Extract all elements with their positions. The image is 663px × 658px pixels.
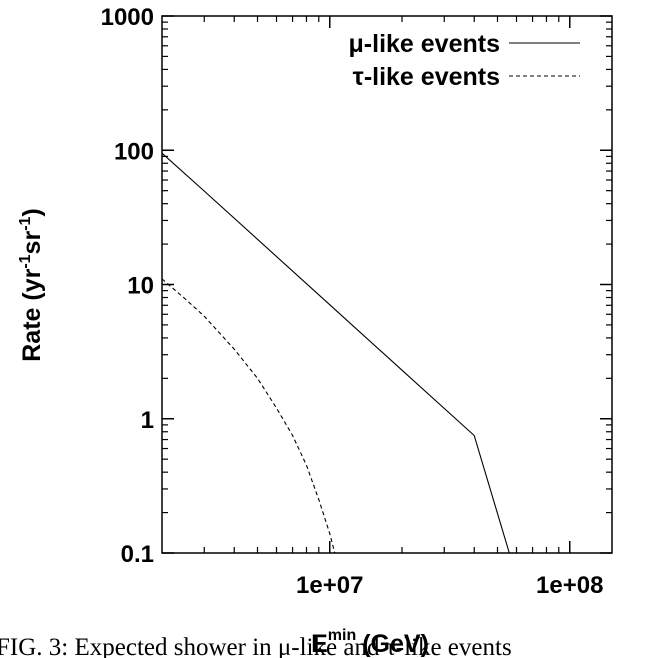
x-axis-label-unit: (GeV) <box>362 630 429 658</box>
y-tick-label: 100 <box>114 138 154 165</box>
x-axis-label-base: E <box>311 630 328 658</box>
y-tick-label: 1000 <box>101 4 154 31</box>
caption: FIG. 3: Expected shower in μ-like and τ-… <box>0 634 512 658</box>
plot-frame <box>161 15 613 554</box>
y-axis-label-main: Rate (yr <box>18 268 46 361</box>
y-axis-label-sup-2: -1 <box>17 216 34 230</box>
y-axis-label-sup-1: -1 <box>17 254 34 268</box>
y-tick-label: 1 <box>141 407 154 434</box>
x-axis-label: Emin (GeV) <box>311 627 429 658</box>
x-tick-label: 1e+07 <box>296 572 363 599</box>
mu-series-line <box>161 152 510 554</box>
x-axis-label-sup: min <box>328 627 356 644</box>
y-axis-label: Rate (yr-1sr-1) <box>17 208 46 362</box>
y-tick-label: 10 <box>127 273 154 300</box>
tau-series-line <box>161 278 336 554</box>
x-tick-labels: 1e+07 1e+08 <box>296 572 603 599</box>
legend-label: τ-like events <box>353 63 500 91</box>
series-lines <box>161 152 510 554</box>
y-axis-label-close: ) <box>18 208 46 216</box>
legend-label: μ-like events <box>349 30 500 58</box>
y-tick-labels: 0.1 1 10 100 1000 <box>101 4 154 568</box>
tick-marks <box>162 15 612 554</box>
y-tick-label: 0.1 <box>121 541 154 568</box>
legend: μ-like events τ-like events <box>349 30 580 91</box>
x-tick-label: 1e+08 <box>536 572 603 599</box>
y-axis-label-sr: sr <box>18 231 46 255</box>
